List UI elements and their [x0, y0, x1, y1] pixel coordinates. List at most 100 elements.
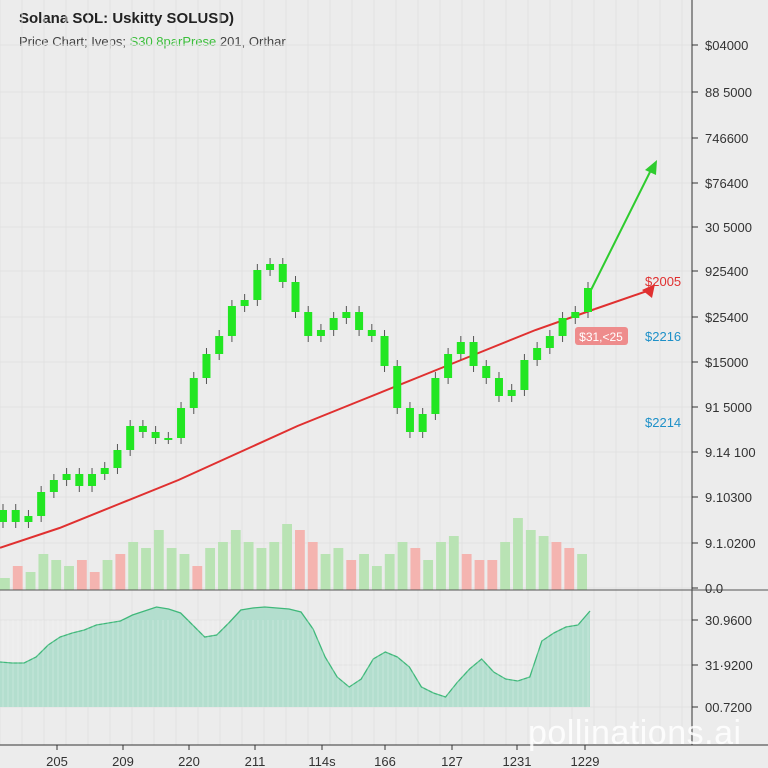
- candle-body: [482, 366, 491, 378]
- candle-body: [113, 450, 122, 468]
- volume-bar: [371, 566, 382, 590]
- volume-bar: [243, 542, 254, 590]
- volume-bar: [256, 548, 267, 590]
- x-tick-label: 166: [374, 754, 396, 768]
- volume-bar: [230, 530, 241, 590]
- candle-body: [380, 336, 389, 366]
- x-tick-label: 220: [178, 754, 200, 768]
- candle-body: [494, 378, 503, 396]
- ma-projection-arrow: [594, 289, 651, 310]
- price-label-blue: $2216: [645, 329, 681, 344]
- volume-bar: [487, 560, 498, 590]
- y-tick-label: 91 5000: [705, 400, 752, 415]
- volume-bar: [538, 536, 549, 590]
- arrow-head-icon: [645, 160, 657, 175]
- x-tick-label: 1229: [571, 754, 600, 768]
- candle-body: [329, 318, 338, 330]
- volume-bar: [333, 548, 344, 590]
- y-tick-label: 925400: [705, 264, 748, 279]
- chart-title: Solana SOL: Uskitty SOLUSD): [19, 10, 235, 27]
- volume-bar: [564, 548, 575, 590]
- y-tick-label: 9.1.0200: [705, 536, 756, 551]
- candle-body: [177, 408, 186, 438]
- volume-bar: [307, 542, 318, 590]
- volume-bar: [500, 542, 511, 590]
- x-tick-label: 1231: [503, 754, 532, 768]
- candle-body: [11, 510, 20, 522]
- volume-bar: [166, 548, 177, 590]
- candle-body: [584, 288, 592, 312]
- volume-bar: [115, 554, 126, 590]
- volume-bar: [525, 530, 536, 590]
- candle-body: [520, 360, 529, 390]
- y-tick-label: 31·9200: [705, 658, 753, 673]
- volume-bar: [153, 530, 164, 590]
- candle-body: [444, 354, 453, 378]
- candle-body: [0, 510, 7, 522]
- candle-body: [393, 366, 402, 408]
- volume-bar: [423, 560, 434, 590]
- x-tick-label: 127: [441, 754, 463, 768]
- candle-body: [138, 426, 147, 432]
- x-tick-label: 211: [245, 754, 266, 768]
- candle-body: [240, 300, 249, 306]
- y-tick-label: 0.0: [705, 581, 723, 596]
- volume-bar: [192, 566, 203, 590]
- volume-bar: [474, 560, 485, 590]
- arrow-head-icon: [642, 284, 655, 298]
- volume-bar: [64, 566, 74, 590]
- volume-bar: [89, 572, 100, 590]
- volume-bar: [38, 554, 49, 590]
- y-tick-label: 30 5000: [705, 220, 752, 235]
- price-badge-text: $31,<25: [579, 330, 623, 344]
- candle-body: [189, 378, 198, 408]
- volume-bar: [384, 554, 395, 590]
- x-tick-label: 209: [112, 754, 134, 768]
- volume-bar: [76, 560, 87, 590]
- volume-bar: [359, 554, 369, 590]
- volume-bar: [410, 548, 421, 590]
- watermark: pollinations.ai: [528, 714, 742, 752]
- volume-bar: [51, 560, 62, 590]
- volume-bar: [25, 572, 36, 590]
- volume-bar: [282, 524, 292, 590]
- volume-bar: [295, 530, 305, 590]
- y-tick-label: 746600: [705, 131, 748, 146]
- candle-body: [164, 438, 173, 440]
- x-tick-label: 114s: [308, 754, 336, 768]
- candle-body: [100, 468, 109, 474]
- candle-body: [342, 312, 351, 318]
- candle-body: [215, 336, 224, 354]
- candle-body: [304, 312, 313, 336]
- x-tick-label: 205: [46, 754, 68, 768]
- candle-body: [253, 270, 262, 300]
- volume-bar: [397, 542, 408, 590]
- candle-body: [431, 378, 440, 414]
- volume-bar: [577, 554, 587, 590]
- price-badge: [575, 327, 628, 345]
- volume-bar: [346, 560, 357, 590]
- y-tick-label: 9.14 100: [705, 445, 756, 460]
- candle-body: [49, 480, 58, 492]
- volume-bar: [448, 536, 459, 590]
- price-label-blue: $2214: [645, 415, 681, 430]
- price-label-red: $2005: [645, 274, 681, 289]
- volume-bar: [205, 548, 216, 590]
- candle-body: [278, 264, 287, 282]
- moving-average-line: [0, 308, 596, 549]
- y-tick-label: $25400: [705, 310, 748, 325]
- candle-body: [316, 330, 325, 336]
- volume-bar: [551, 542, 562, 590]
- candle-body: [571, 312, 580, 318]
- candle-body: [367, 330, 376, 336]
- up-trend-arrow: [589, 167, 653, 293]
- candle-body: [266, 264, 275, 270]
- candle-body: [469, 342, 478, 366]
- candle-body: [405, 408, 414, 432]
- y-tick-label: 88 5000: [705, 85, 752, 100]
- y-tick-label: 9.10300: [705, 490, 752, 505]
- candle-body: [291, 282, 300, 312]
- candle-body: [456, 342, 465, 354]
